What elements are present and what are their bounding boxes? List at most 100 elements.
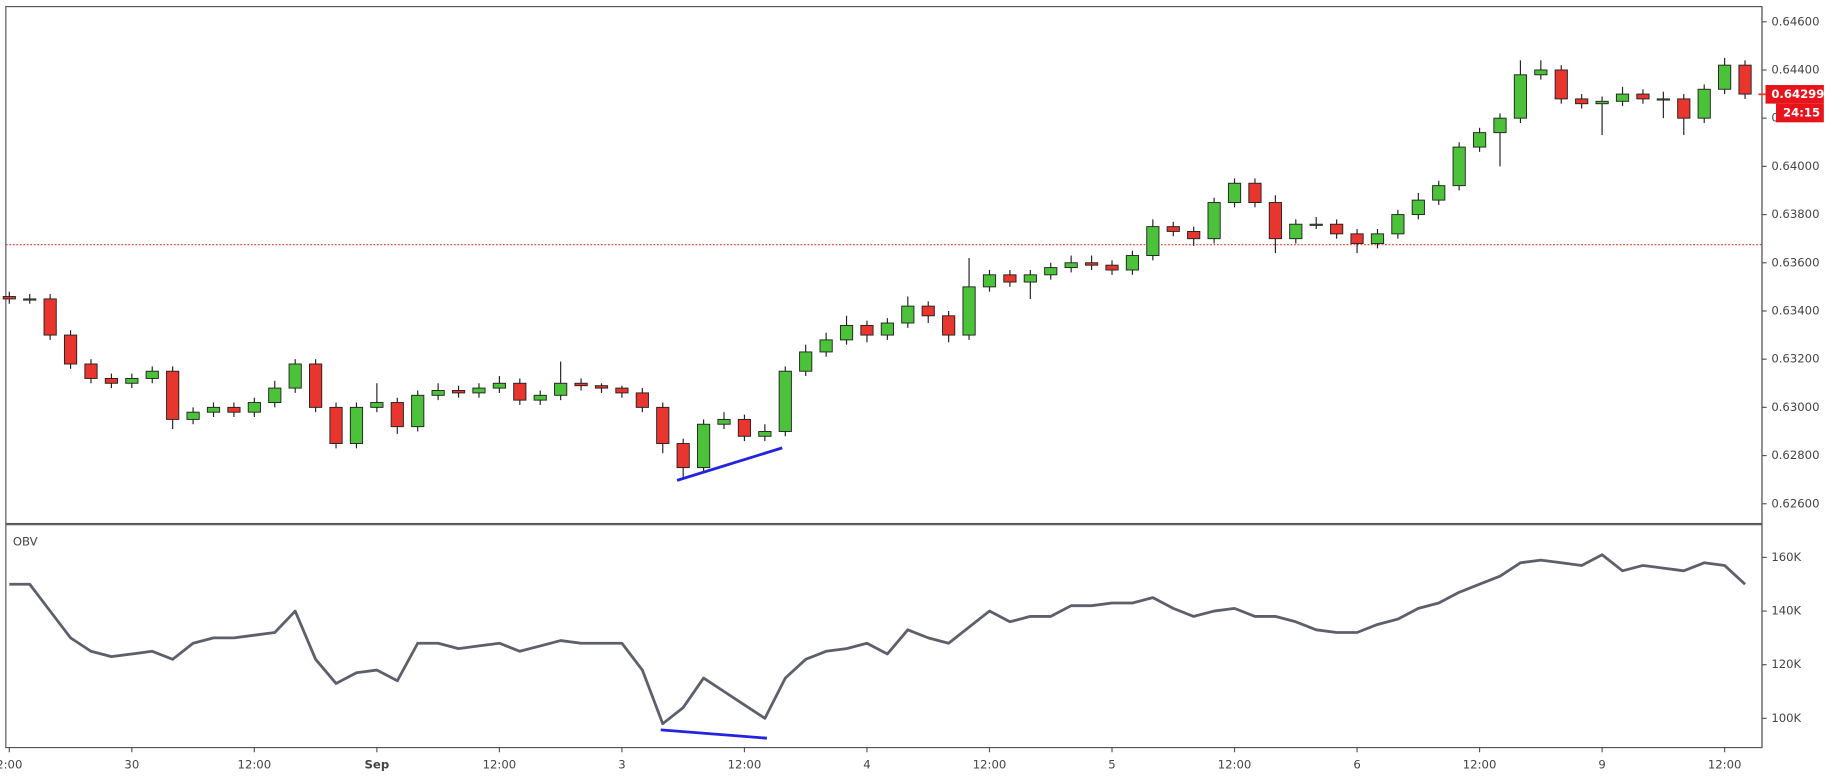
candle-body bbox=[125, 377, 139, 384]
candle-body bbox=[370, 402, 384, 408]
candle-body bbox=[717, 418, 731, 425]
candle-body bbox=[451, 390, 466, 394]
candle-body bbox=[1595, 100, 1609, 105]
y-tick-label: 0.63200 bbox=[1771, 352, 1819, 366]
candle-body bbox=[227, 406, 241, 413]
candle-body bbox=[656, 406, 670, 444]
candle-body bbox=[819, 339, 833, 353]
candle-body bbox=[839, 324, 854, 341]
obv-line bbox=[9, 553, 1746, 726]
trendline bbox=[676, 446, 783, 482]
candle-body bbox=[492, 382, 506, 389]
candle-body bbox=[411, 394, 425, 428]
x-tick-label: 6 bbox=[1353, 758, 1360, 772]
candle-body bbox=[921, 305, 935, 317]
candle-body bbox=[1268, 202, 1282, 240]
candle-body bbox=[860, 324, 874, 336]
x-tick-label: 12:00 bbox=[728, 758, 762, 772]
candle-body bbox=[1615, 93, 1630, 102]
candle-body bbox=[1146, 226, 1160, 257]
last-price-tag bbox=[1765, 84, 1824, 104]
candle-body bbox=[2, 296, 16, 300]
x-tick-label: 12:00 bbox=[1463, 758, 1497, 772]
candle-body bbox=[901, 305, 915, 324]
candle-body bbox=[513, 382, 527, 401]
candle-body bbox=[1432, 185, 1446, 201]
y-tick-label: 0.63400 bbox=[1771, 303, 1819, 317]
candle-body bbox=[1513, 74, 1528, 119]
countdown-tag bbox=[1775, 103, 1824, 123]
x-tick-label: 12:00 bbox=[238, 758, 272, 772]
candle-body bbox=[758, 430, 772, 437]
candle-body bbox=[1227, 182, 1242, 203]
candle-body bbox=[1003, 274, 1017, 283]
candle-body bbox=[574, 382, 588, 387]
candle-body bbox=[1350, 233, 1364, 244]
candle-body bbox=[737, 418, 752, 437]
y-tick-label: 0.62600 bbox=[1771, 496, 1819, 510]
x-tick-label: 3 bbox=[618, 758, 625, 772]
candle-body bbox=[1105, 264, 1119, 271]
x-tick-label: 4 bbox=[863, 758, 870, 772]
candle-body bbox=[962, 286, 976, 336]
x-tick-label: 12:00 bbox=[1218, 758, 1252, 772]
x-tick-label: 12:00 bbox=[1708, 758, 1742, 772]
candle-body bbox=[1534, 69, 1548, 76]
candle-body bbox=[1493, 117, 1507, 134]
candle-body bbox=[186, 411, 200, 420]
candle-body bbox=[1636, 93, 1650, 100]
candle-body bbox=[778, 370, 792, 432]
y-tick-label: 0.63800 bbox=[1771, 207, 1819, 221]
candle-body bbox=[1207, 202, 1221, 240]
candle-body bbox=[1044, 267, 1058, 276]
x-tick-label: 30 bbox=[124, 758, 139, 772]
x-tick-label: Sep bbox=[365, 758, 390, 772]
candle-body bbox=[166, 370, 180, 420]
candle-body bbox=[880, 322, 894, 336]
y-tick-label: 0.64600 bbox=[1771, 14, 1819, 28]
candle-body bbox=[288, 363, 302, 389]
x-tick-label: 2:00 bbox=[0, 758, 22, 772]
y-tick-label: 0.63600 bbox=[1771, 255, 1819, 269]
candle-body bbox=[1064, 262, 1078, 269]
y-tick-label: 0.64000 bbox=[1771, 159, 1819, 173]
candle-body bbox=[1718, 64, 1732, 90]
candle-body bbox=[533, 394, 547, 401]
candle-body bbox=[942, 315, 956, 336]
y-tick-label: 0.62800 bbox=[1771, 448, 1819, 462]
candle-body bbox=[554, 382, 568, 396]
candle-body bbox=[697, 423, 711, 469]
candle-body bbox=[104, 377, 119, 384]
candle-body bbox=[1554, 69, 1568, 100]
candle-body bbox=[1084, 262, 1099, 266]
candle-body bbox=[329, 406, 343, 444]
candle-body bbox=[1166, 226, 1180, 232]
pane-title: OBV bbox=[13, 535, 38, 549]
x-tick-label: 9 bbox=[1598, 758, 1605, 772]
candle-body bbox=[676, 443, 690, 469]
x-tick-label: 5 bbox=[1108, 758, 1115, 772]
candle-body bbox=[1023, 274, 1037, 283]
candle-body bbox=[615, 387, 629, 394]
y-tick-label: 160K bbox=[1771, 550, 1801, 564]
candle-body bbox=[635, 392, 649, 408]
candle-body bbox=[1575, 98, 1589, 105]
candle-body bbox=[1738, 64, 1752, 95]
y-tick-label: 0.63000 bbox=[1771, 400, 1819, 414]
candle-body bbox=[43, 298, 57, 336]
candle-body bbox=[1452, 146, 1466, 187]
candle-body bbox=[1330, 223, 1344, 235]
candle-body bbox=[349, 406, 364, 444]
candle-body bbox=[206, 406, 221, 413]
candle-body bbox=[1187, 230, 1201, 240]
y-tick-label: 140K bbox=[1771, 604, 1801, 618]
candle-body bbox=[1472, 132, 1487, 148]
candle-body bbox=[1697, 88, 1711, 119]
candle-body bbox=[1125, 255, 1140, 271]
y-tick-label: 120K bbox=[1771, 657, 1801, 671]
candle-body bbox=[594, 385, 609, 389]
countdown-label: 24:15 bbox=[1783, 105, 1820, 119]
